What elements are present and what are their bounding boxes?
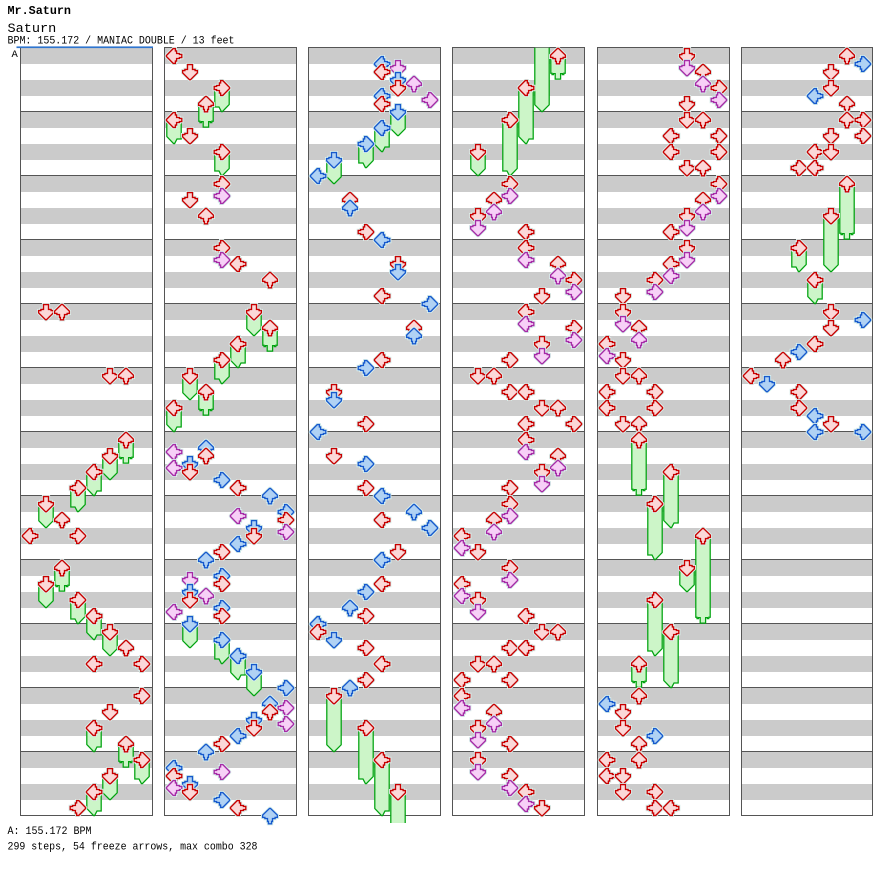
svg-text:BPM: 155.172 / MANIAC DOUBLE /: BPM: 155.172 / MANIAC DOUBLE / 13 feet — [8, 36, 235, 48]
svg-text:A: A — [12, 49, 19, 61]
svg-text:Saturn: Saturn — [8, 22, 57, 36]
svg-text:Mr.Saturn: Mr.Saturn — [8, 5, 72, 18]
svg-text:A: 155.172 BPM: A: 155.172 BPM — [8, 826, 92, 838]
svg-text:299 steps, 54 freeze arrows, m: 299 steps, 54 freeze arrows, max combo 3… — [8, 842, 258, 854]
